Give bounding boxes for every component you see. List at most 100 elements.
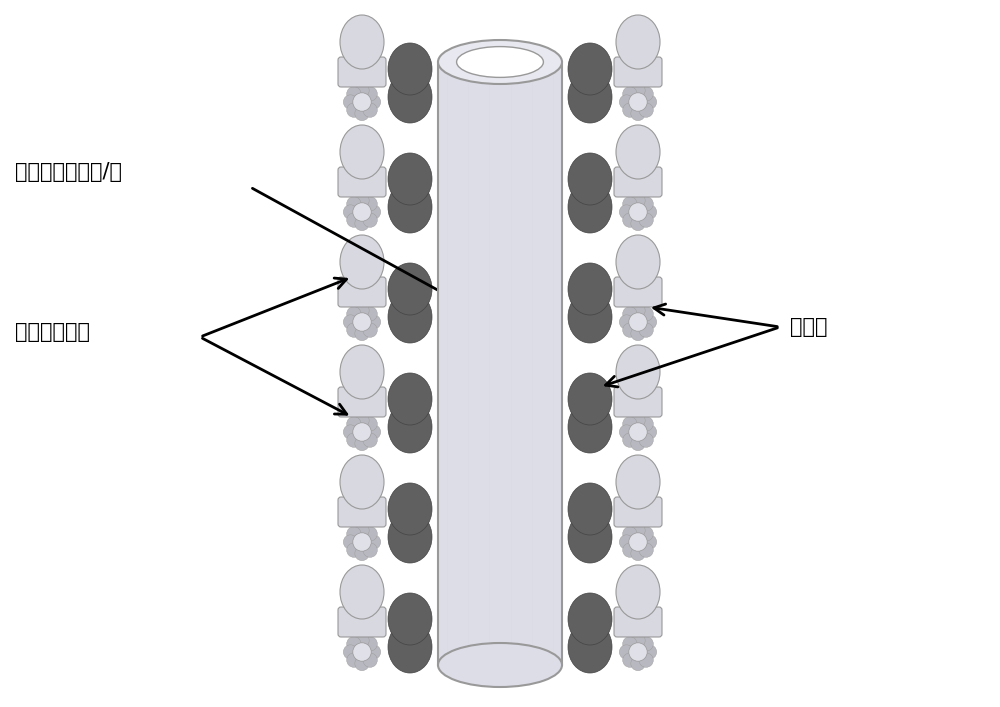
- Ellipse shape: [355, 83, 369, 98]
- Ellipse shape: [623, 416, 637, 431]
- Ellipse shape: [623, 197, 637, 211]
- Ellipse shape: [619, 205, 634, 219]
- Ellipse shape: [631, 83, 645, 98]
- Ellipse shape: [340, 455, 384, 509]
- Ellipse shape: [353, 203, 371, 221]
- Ellipse shape: [347, 197, 361, 211]
- Ellipse shape: [363, 87, 377, 101]
- Ellipse shape: [355, 414, 369, 428]
- Ellipse shape: [347, 307, 361, 321]
- Ellipse shape: [631, 436, 645, 450]
- FancyBboxPatch shape: [614, 277, 662, 307]
- Ellipse shape: [340, 345, 384, 399]
- Ellipse shape: [631, 523, 645, 538]
- Ellipse shape: [347, 543, 361, 557]
- Ellipse shape: [343, 95, 358, 109]
- Ellipse shape: [388, 511, 432, 563]
- Ellipse shape: [616, 125, 660, 179]
- Ellipse shape: [631, 327, 645, 341]
- Ellipse shape: [642, 95, 657, 109]
- FancyBboxPatch shape: [614, 57, 662, 87]
- Ellipse shape: [642, 534, 657, 549]
- Ellipse shape: [388, 181, 432, 233]
- Ellipse shape: [623, 433, 637, 448]
- Ellipse shape: [639, 433, 653, 448]
- Ellipse shape: [623, 307, 637, 321]
- Ellipse shape: [388, 483, 432, 535]
- Ellipse shape: [388, 401, 432, 453]
- FancyBboxPatch shape: [338, 57, 386, 87]
- Ellipse shape: [631, 414, 645, 428]
- Ellipse shape: [639, 416, 653, 431]
- FancyBboxPatch shape: [614, 167, 662, 197]
- Ellipse shape: [642, 425, 657, 439]
- Ellipse shape: [568, 401, 612, 453]
- Ellipse shape: [363, 307, 377, 321]
- Ellipse shape: [568, 483, 612, 535]
- Ellipse shape: [347, 653, 361, 667]
- Ellipse shape: [388, 71, 432, 123]
- Ellipse shape: [642, 205, 657, 219]
- Ellipse shape: [639, 653, 653, 667]
- Ellipse shape: [629, 312, 647, 331]
- Ellipse shape: [623, 543, 637, 557]
- Ellipse shape: [343, 205, 358, 219]
- Ellipse shape: [388, 621, 432, 673]
- FancyBboxPatch shape: [614, 387, 662, 417]
- Ellipse shape: [568, 621, 612, 673]
- Ellipse shape: [642, 645, 657, 659]
- FancyBboxPatch shape: [338, 607, 386, 637]
- Text: 二氧化邔纳米管/棒: 二氧化邔纳米管/棒: [15, 162, 122, 182]
- Ellipse shape: [629, 533, 647, 551]
- Ellipse shape: [631, 547, 645, 561]
- Ellipse shape: [347, 323, 361, 337]
- Ellipse shape: [619, 645, 634, 659]
- Ellipse shape: [340, 565, 384, 619]
- Ellipse shape: [363, 653, 377, 667]
- Ellipse shape: [388, 593, 432, 645]
- Ellipse shape: [343, 315, 358, 329]
- Ellipse shape: [568, 373, 612, 425]
- Ellipse shape: [631, 303, 645, 317]
- Ellipse shape: [363, 416, 377, 431]
- Ellipse shape: [623, 323, 637, 337]
- Ellipse shape: [355, 633, 369, 648]
- Ellipse shape: [631, 193, 645, 208]
- Ellipse shape: [639, 323, 653, 337]
- Ellipse shape: [639, 527, 653, 541]
- Ellipse shape: [631, 216, 645, 230]
- Ellipse shape: [631, 633, 645, 648]
- Ellipse shape: [366, 645, 381, 659]
- Ellipse shape: [343, 645, 358, 659]
- Ellipse shape: [347, 103, 361, 117]
- Ellipse shape: [366, 95, 381, 109]
- Ellipse shape: [347, 527, 361, 541]
- Ellipse shape: [366, 205, 381, 219]
- Ellipse shape: [623, 87, 637, 101]
- Ellipse shape: [619, 95, 634, 109]
- Ellipse shape: [355, 523, 369, 538]
- Ellipse shape: [623, 637, 637, 651]
- Ellipse shape: [639, 103, 653, 117]
- Ellipse shape: [353, 533, 371, 551]
- Ellipse shape: [363, 197, 377, 211]
- Ellipse shape: [631, 106, 645, 121]
- Ellipse shape: [568, 181, 612, 233]
- Ellipse shape: [388, 43, 432, 95]
- Ellipse shape: [616, 235, 660, 289]
- Ellipse shape: [340, 15, 384, 69]
- Ellipse shape: [343, 534, 358, 549]
- Ellipse shape: [363, 103, 377, 117]
- Ellipse shape: [363, 637, 377, 651]
- FancyBboxPatch shape: [338, 387, 386, 417]
- Ellipse shape: [639, 543, 653, 557]
- Ellipse shape: [355, 303, 369, 317]
- Ellipse shape: [629, 423, 647, 441]
- Ellipse shape: [388, 153, 432, 205]
- Ellipse shape: [623, 213, 637, 228]
- Text: 碗涂层: 碗涂层: [790, 317, 828, 337]
- Ellipse shape: [355, 106, 369, 121]
- FancyBboxPatch shape: [338, 167, 386, 197]
- Ellipse shape: [363, 323, 377, 337]
- FancyBboxPatch shape: [614, 607, 662, 637]
